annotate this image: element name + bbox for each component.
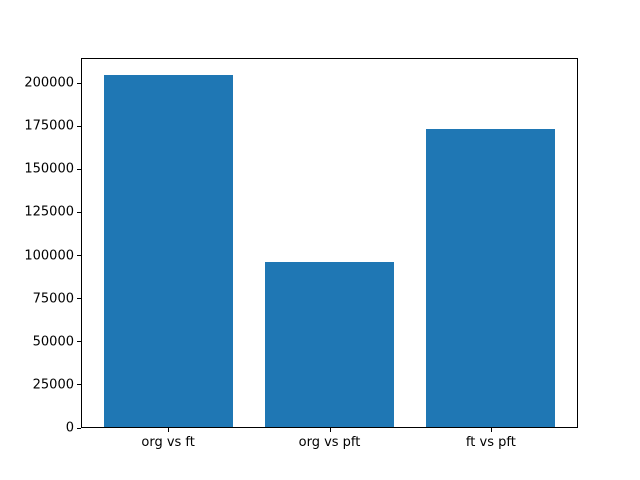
bar-org-vs-ft <box>103 74 233 427</box>
y-tick-label: 125000 <box>24 204 74 220</box>
y-tick-label: 200000 <box>24 75 74 91</box>
y-tick-mark <box>77 427 81 429</box>
y-tick-mark <box>77 125 81 127</box>
y-tick-mark <box>77 298 81 300</box>
y-tick-mark <box>77 211 81 213</box>
y-tick-mark <box>77 341 81 343</box>
y-tick-mark <box>77 82 81 84</box>
bar-org-vs-pft <box>264 262 395 427</box>
x-tick-label: org vs pft <box>298 435 361 450</box>
y-tick-label: 75000 <box>32 291 74 307</box>
y-tick-label: 100000 <box>24 248 74 263</box>
y-tick-label: 0 <box>65 420 74 436</box>
y-tick-mark <box>77 168 81 170</box>
x-tick-mark <box>490 428 492 432</box>
y-tick-mark <box>77 384 81 386</box>
y-tick-label: 50000 <box>32 334 74 350</box>
x-tick-label: ft vs pft <box>465 435 516 450</box>
x-tick-mark <box>329 428 331 432</box>
y-tick-label: 25000 <box>32 377 74 393</box>
y-tick-mark <box>77 255 81 256</box>
bar-ft-vs-pft <box>426 129 556 427</box>
x-tick-mark <box>168 428 170 432</box>
y-tick-label: 175000 <box>24 118 74 134</box>
y-tick-label: 150000 <box>24 161 74 177</box>
x-tick-label: org vs ft <box>141 435 195 450</box>
